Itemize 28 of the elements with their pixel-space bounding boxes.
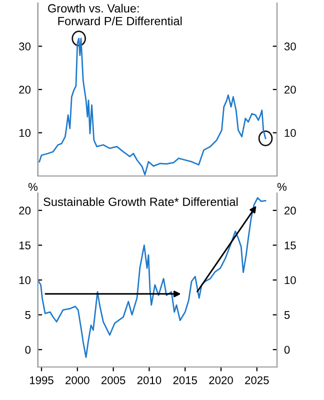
x-tick-label: 2005: [102, 376, 126, 384]
x-tick-label: 1995: [30, 376, 54, 384]
y2-tick-label: 10: [284, 129, 296, 137]
y2-tick-label: 5: [284, 311, 290, 319]
y-tick-label: 0: [25, 346, 31, 354]
y2-tick-label: 20: [284, 86, 296, 94]
x-tick-label: 2000: [66, 376, 90, 384]
y-tick-label: 20: [19, 86, 31, 94]
x-tick-label: 2025: [245, 376, 269, 384]
y-tick-label: 30: [19, 42, 31, 50]
x-tick-label: 2020: [209, 376, 233, 384]
y-tick-label: 20: [19, 206, 31, 215]
chart-title: Growth vs. Value: Forward P/E Differential: [48, 4, 182, 26]
y-tick-label: 10: [19, 276, 31, 284]
y-tick-label: 15: [19, 242, 30, 250]
y2-tick-label: 0: [284, 346, 290, 354]
x-tick-label: 2015: [173, 376, 198, 384]
chart-title: Sustainable Growth Rate* Differential: [44, 197, 238, 206]
y2-tick-label: 10: [284, 276, 296, 284]
y-axis-title: %: [28, 182, 38, 191]
line-series: [38, 197, 266, 358]
y2-tick-label: 20: [284, 206, 296, 215]
x-tick-label: 2010: [137, 376, 162, 384]
y2-tick-label: 30: [284, 42, 296, 50]
y2-tick-label: 15: [284, 242, 296, 250]
y2-axis-title: %: [277, 182, 287, 191]
y-tick-label: 5: [25, 311, 30, 319]
y-tick-label: 10: [19, 129, 31, 137]
